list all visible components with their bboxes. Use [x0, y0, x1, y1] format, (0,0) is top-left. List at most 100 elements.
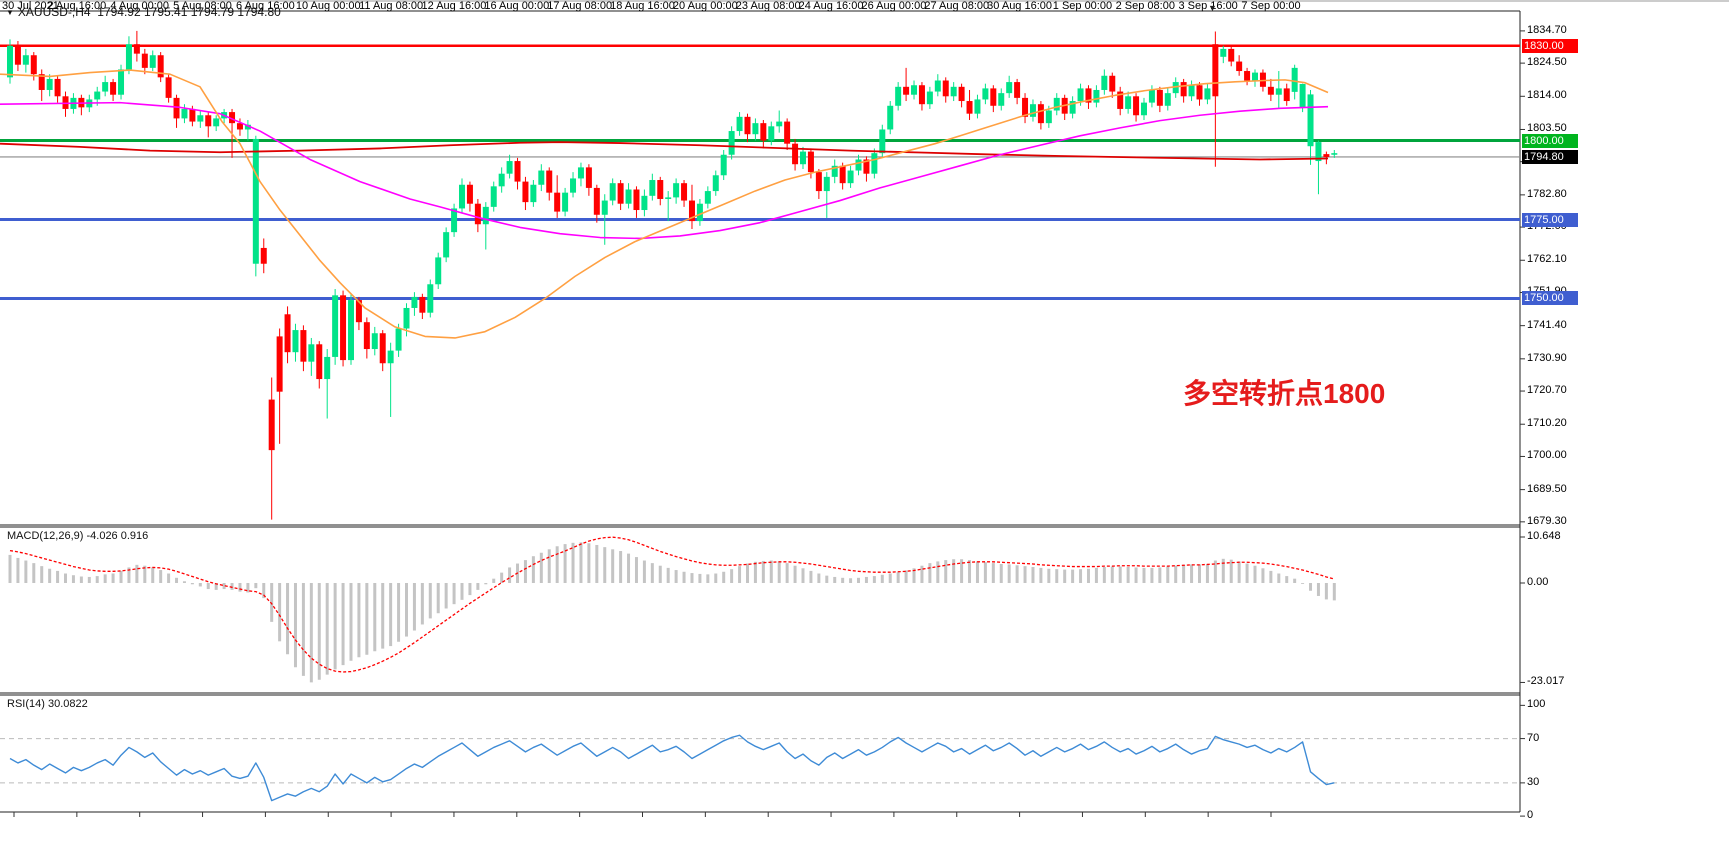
time-axis-label: 24 Aug 16:00	[798, 0, 864, 12]
candle-body	[530, 184, 537, 203]
candle-body	[244, 124, 251, 130]
candle-body	[332, 295, 339, 357]
candle-body	[942, 80, 949, 97]
candle-body	[435, 257, 442, 285]
candle-body	[815, 172, 822, 192]
macd-axis-tick-label: -23.017	[1527, 675, 1565, 688]
candle-body	[570, 178, 577, 193]
time-axis-label: 10 Aug 00:00	[295, 0, 361, 12]
candle-body	[340, 295, 347, 361]
candle-body	[1006, 82, 1013, 94]
candle-body	[197, 115, 204, 122]
candle-body	[800, 151, 806, 165]
candle-body	[7, 45, 13, 78]
candle-body	[1172, 82, 1179, 94]
time-axis-label: 26 Aug 00:00	[861, 0, 927, 12]
candle-body	[165, 77, 172, 98]
candle-body	[1085, 88, 1092, 103]
candle-body	[316, 344, 323, 380]
candle-body	[482, 206, 489, 225]
candle-body	[696, 203, 703, 222]
candle-body	[554, 192, 561, 212]
time-axis-label: 11 Aug 08:00	[359, 0, 424, 12]
candle-body	[300, 330, 307, 362]
candle-body	[205, 115, 212, 127]
price-axis-tick-label: 1782.80	[1527, 187, 1567, 200]
price-axis-tick-label: 1762.10	[1527, 253, 1567, 266]
candle-body	[1252, 72, 1259, 81]
price-axis-tick-label: 1730.90	[1527, 351, 1567, 364]
candle-body	[1228, 48, 1235, 62]
candle-body	[712, 175, 719, 192]
candle-body	[1291, 67, 1298, 92]
price-axis-tick-label: 1814.00	[1527, 89, 1567, 102]
candle-body	[498, 173, 505, 187]
candle-body	[1037, 104, 1044, 124]
candle-body	[1180, 82, 1187, 97]
macd-title: MACD(12,26,9)	[7, 530, 84, 542]
time-axis-label: 17 Aug 08:00	[547, 0, 613, 12]
candle-body	[823, 176, 830, 192]
candle-body	[141, 53, 148, 68]
candle-body	[30, 55, 37, 75]
candle-body	[403, 307, 410, 329]
candle-body	[236, 123, 243, 130]
candle-body	[38, 74, 45, 90]
candle-body	[958, 86, 965, 102]
candle-body	[411, 296, 418, 308]
price-axis-tick-label: 1834.70	[1527, 23, 1567, 36]
candle-body	[736, 116, 743, 132]
ma-magenta-line	[0, 101, 1329, 240]
candle-body	[601, 200, 608, 215]
candle-body	[474, 203, 481, 225]
candle-body	[1299, 83, 1306, 108]
candle-body	[918, 85, 925, 105]
candle-body	[752, 123, 759, 135]
time-axis-label: 20 Aug 00:00	[672, 0, 738, 12]
candle-body	[1244, 71, 1251, 81]
candle-body	[1236, 61, 1243, 72]
candle-body	[966, 101, 973, 114]
candle-body	[522, 181, 529, 203]
candle-body	[379, 333, 386, 364]
ma-red-line	[0, 141, 1329, 161]
candle-body	[538, 170, 545, 185]
candle-body	[1331, 153, 1338, 155]
candle-body	[110, 82, 117, 95]
candle-body	[855, 159, 862, 171]
candle-body	[1029, 104, 1036, 117]
candle-body	[173, 97, 180, 119]
candle-body	[1323, 154, 1330, 157]
macd-axis-tick-label: 0.00	[1527, 575, 1549, 588]
candle-body	[744, 116, 751, 135]
candle-body	[284, 314, 291, 353]
price-axis-tick-label: 1679.30	[1527, 514, 1567, 527]
candle-body	[998, 93, 1005, 106]
price-line-badge-1775.00: 1775.00	[1522, 212, 1578, 227]
macd-signal-line	[9, 536, 1335, 673]
time-axis-label: 27 Aug 08:00	[924, 0, 990, 12]
chart-symbol-period: XAUUSD-,H4	[17, 5, 91, 19]
candle-body	[189, 108, 196, 122]
candle-body	[1196, 85, 1203, 100]
candle-body	[387, 350, 394, 364]
candle-body	[641, 195, 648, 211]
candle-body	[562, 192, 569, 212]
candle-body	[1125, 96, 1132, 109]
price-axis-tick-label: 1803.50	[1527, 122, 1567, 135]
price-axis-tick-label: 1720.70	[1527, 384, 1567, 397]
candle-body	[728, 131, 735, 155]
candle-body	[466, 184, 473, 204]
macd-values: -4.026 0.916	[86, 530, 149, 542]
candle-body	[506, 161, 513, 174]
candle-body	[46, 78, 53, 90]
candle-body	[490, 186, 497, 207]
candle-body	[546, 170, 553, 193]
candle-body	[847, 170, 854, 184]
candle-body	[459, 184, 466, 209]
chevron-down-icon[interactable]: ▼	[6, 8, 14, 17]
chart-shift-icon[interactable]: ▼	[1208, 3, 1217, 13]
candle-body	[1220, 48, 1227, 57]
candle-body	[1164, 93, 1171, 106]
